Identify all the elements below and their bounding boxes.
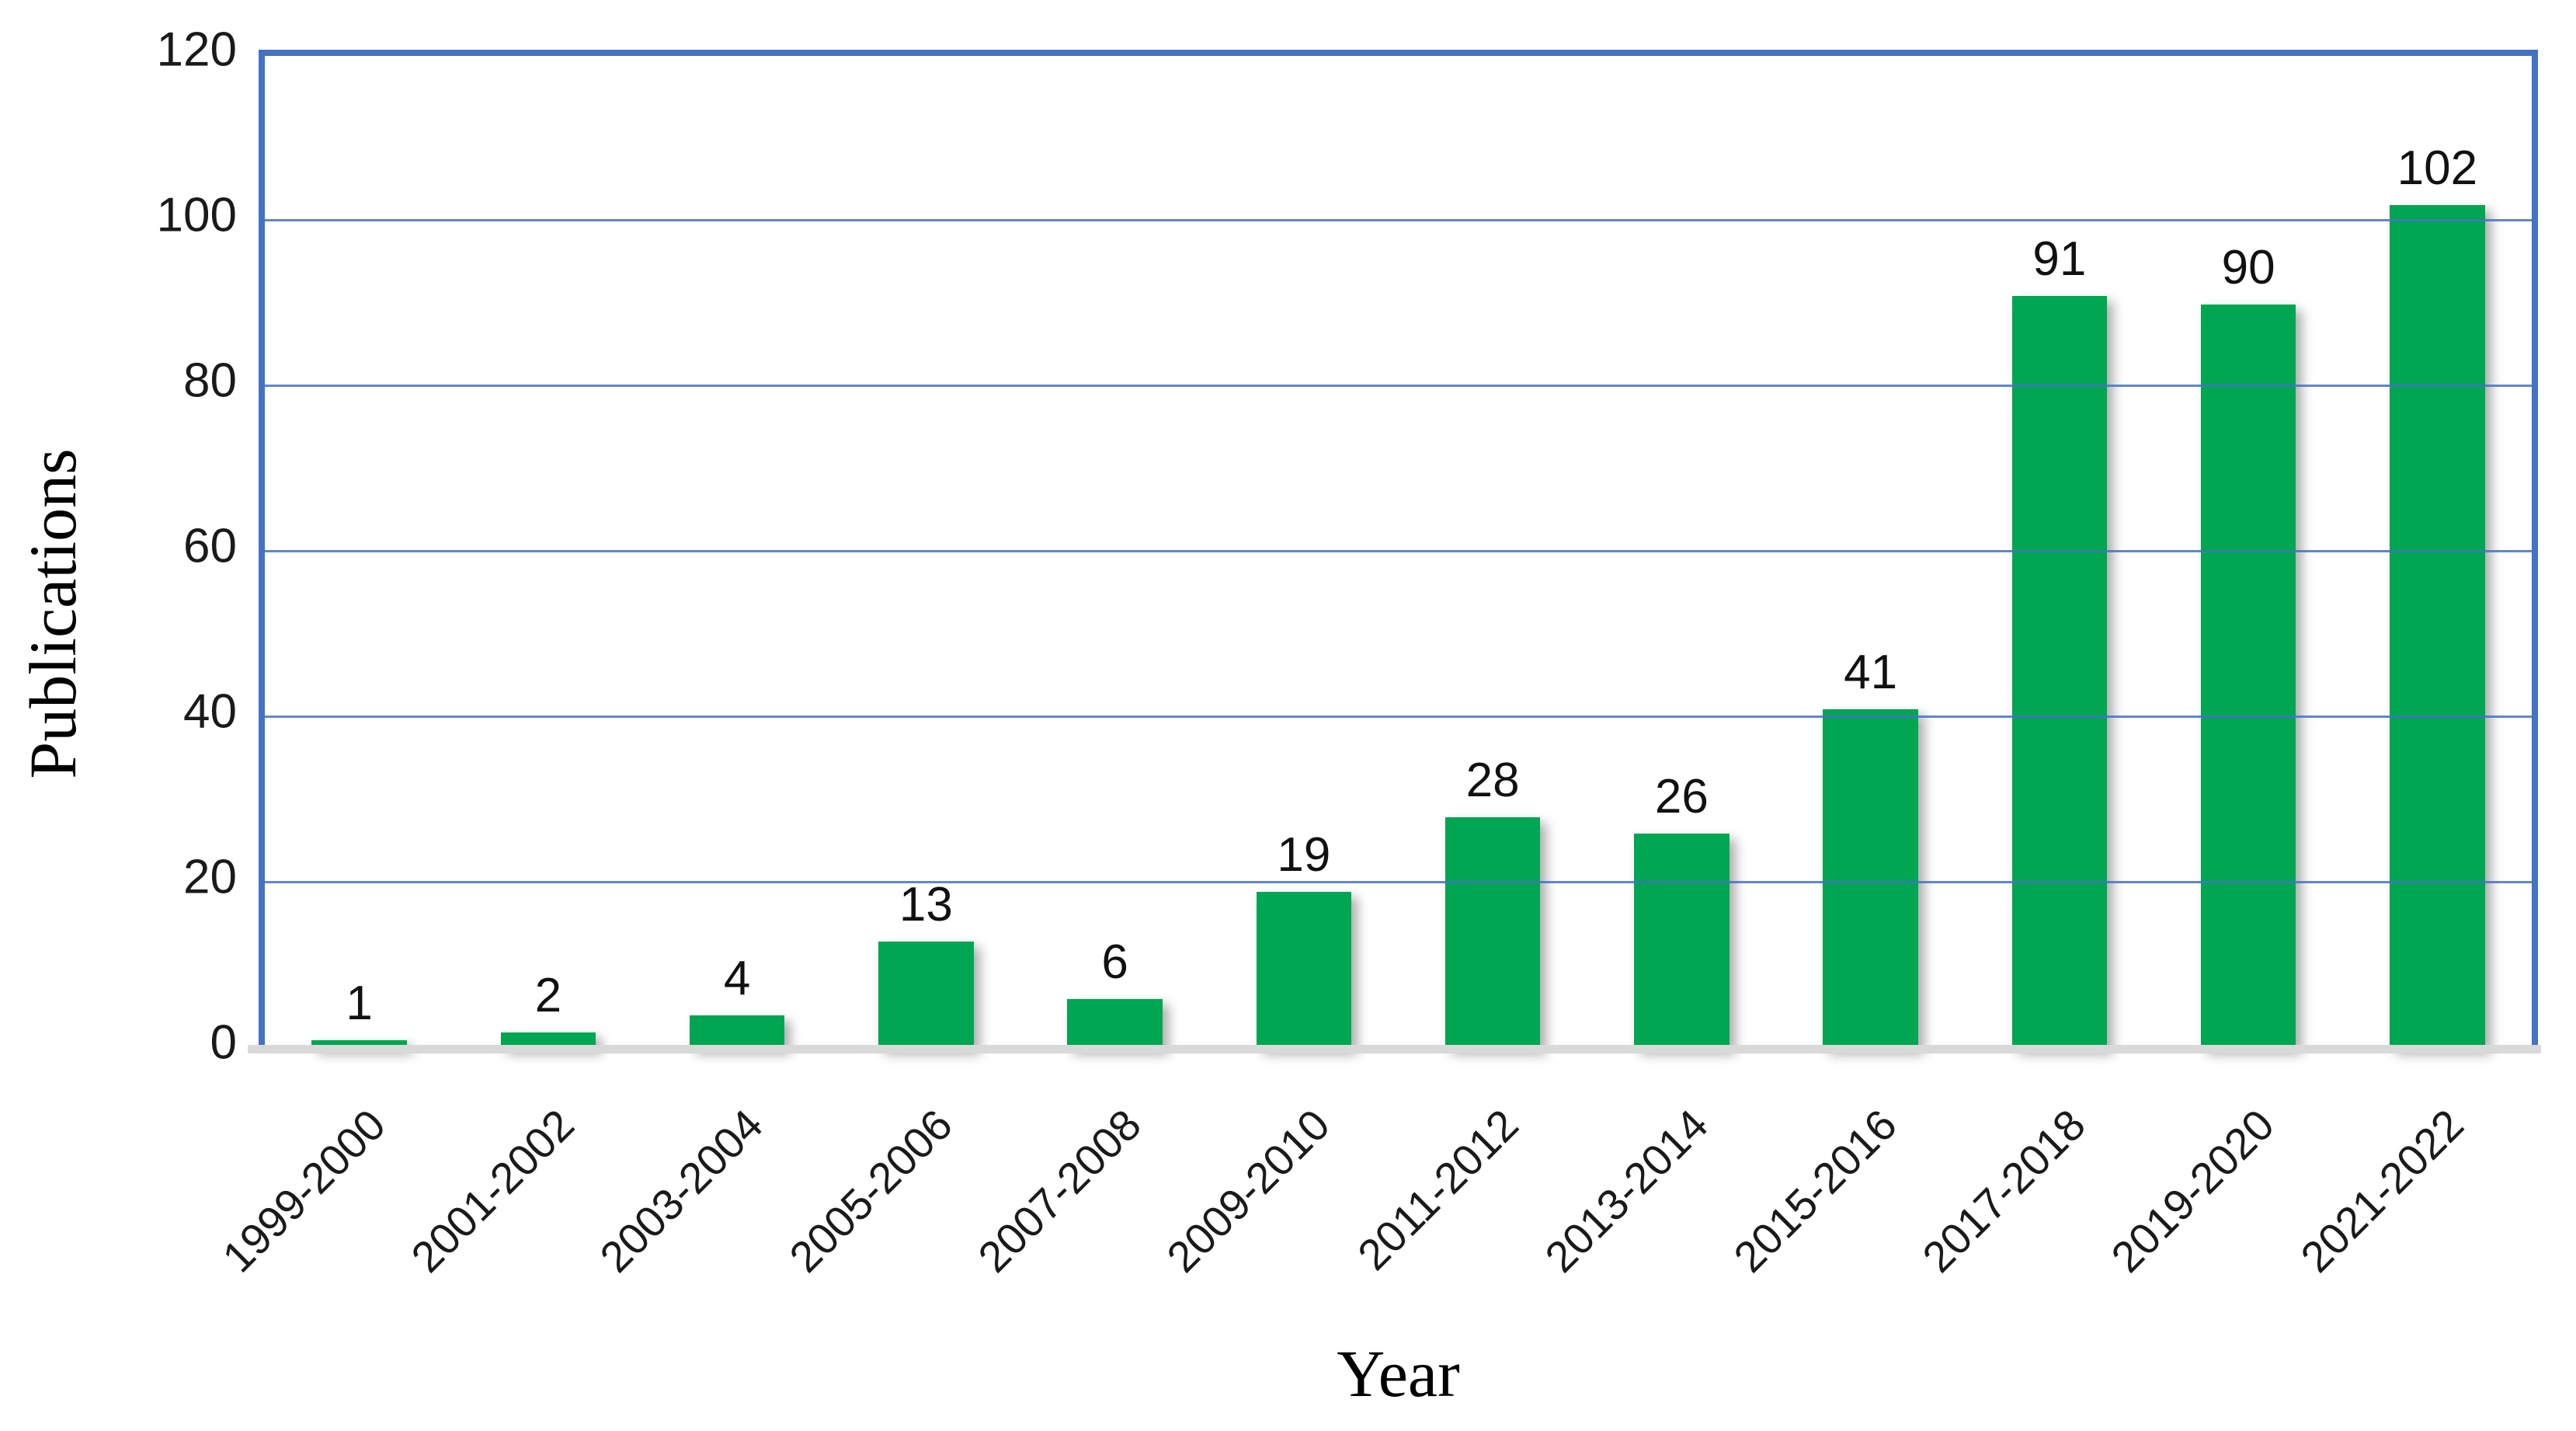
data-label: 4: [723, 952, 751, 1006]
y-tick-20: 20: [183, 850, 237, 904]
y-tick-120: 120: [156, 23, 237, 77]
category-2013-2014: 26: [1587, 56, 1776, 1049]
gridline-80: [265, 385, 2532, 387]
bar: [2011, 295, 2108, 1049]
y-tick-0: 0: [210, 1015, 237, 1070]
data-label: 41: [1844, 646, 1898, 700]
category-2021-2022: 102: [2343, 56, 2532, 1049]
x-tick-2003-2004: 2003-2004: [590, 1099, 773, 1282]
y-tick-60: 60: [183, 519, 237, 573]
category-2003-2004: 4: [643, 56, 832, 1049]
x-tick-2013-2014: 2013-2014: [1535, 1099, 1717, 1282]
data-label: 102: [2397, 141, 2478, 195]
bar: [1256, 891, 1352, 1049]
category-2011-2012: 28: [1399, 56, 1587, 1049]
category-2007-2008: 6: [1020, 56, 1209, 1049]
x-tick-2009-2010: 2009-2010: [1157, 1099, 1340, 1282]
data-label: 2: [534, 968, 562, 1022]
data-label: 19: [1277, 827, 1331, 882]
category-2001-2002: 2: [454, 56, 642, 1049]
x-tick-2021-2022: 2021-2022: [2290, 1099, 2473, 1282]
data-label: 26: [1654, 770, 1709, 824]
category-2019-2020: 90: [2154, 56, 2343, 1049]
x-tick-2005-2006: 2005-2006: [779, 1099, 961, 1282]
bar: [2390, 204, 2485, 1049]
gridline-100: [265, 219, 2532, 221]
category-2015-2016: 41: [1776, 56, 1965, 1049]
bar-series: 1 2 4 13 6 19 28 26 41 91 90 102: [265, 56, 2532, 1049]
bar: [878, 941, 974, 1049]
category-2005-2006: 13: [832, 56, 1020, 1049]
gridline-40: [265, 716, 2532, 718]
bar: [1067, 999, 1163, 1049]
data-label: 1: [346, 977, 373, 1031]
data-label: 90: [2221, 240, 2275, 294]
data-label: 6: [1101, 935, 1128, 990]
bar: [2200, 304, 2296, 1049]
category-2009-2010: 19: [1209, 56, 1398, 1049]
gridline-20: [265, 881, 2532, 883]
x-tick-2017-2018: 2017-2018: [1913, 1099, 2095, 1282]
y-tick-80: 80: [183, 353, 237, 408]
x-axis-title: Year: [1337, 1336, 1460, 1411]
data-label: 13: [899, 877, 953, 931]
x-tick-1999-2000: 1999-2000: [212, 1099, 395, 1282]
y-tick-100: 100: [156, 188, 237, 242]
bar: [1444, 816, 1541, 1049]
data-label: 28: [1465, 753, 1520, 807]
gridline-60: [265, 550, 2532, 552]
x-tick-2015-2016: 2015-2016: [1723, 1099, 1906, 1282]
bar: [311, 1040, 407, 1049]
x-tick-2011-2012: 2011-2012: [1348, 1099, 1528, 1280]
x-tick-2001-2002: 2001-2002: [402, 1099, 584, 1282]
plot-area: 1 2 4 13 6 19 28 26 41 91 90 102: [259, 50, 2538, 1049]
x-tick-2019-2020: 2019-2020: [2101, 1099, 2284, 1282]
category-1999-2000: 1: [265, 56, 454, 1049]
bar: [1823, 709, 1918, 1049]
category-2017-2018: 91: [1965, 56, 2154, 1049]
bar: [1634, 834, 1730, 1049]
data-label: 91: [2032, 232, 2087, 286]
bar: [689, 1015, 785, 1049]
x-axis-line: [248, 1045, 2541, 1053]
y-axis-tick-labels: 0 20 40 60 80 100 120: [0, 23, 237, 1070]
bar: [500, 1032, 596, 1049]
x-tick-2007-2008: 2007-2008: [968, 1099, 1150, 1282]
y-tick-40: 40: [183, 684, 237, 739]
